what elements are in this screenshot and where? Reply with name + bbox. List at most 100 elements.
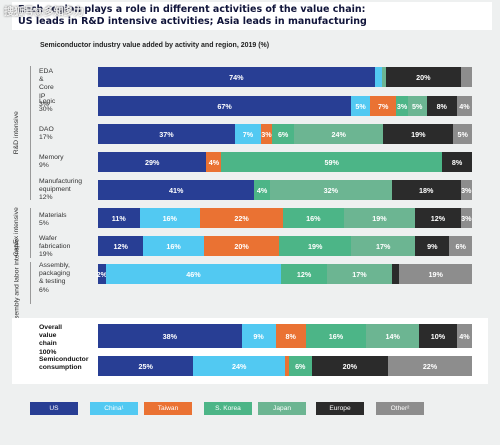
bar-value-label: 18% — [418, 185, 434, 195]
legend-item: Europe — [316, 402, 364, 415]
bar-segment: 41% — [98, 180, 255, 200]
bar-value-label: 3% — [261, 129, 272, 139]
row-label-line: 100% — [39, 348, 57, 356]
bar-segment: 19% — [343, 208, 416, 228]
row-label-line: fabrication — [39, 243, 71, 251]
bar-segment: 24% — [294, 124, 384, 144]
row-label: Logic 30% — [39, 98, 55, 114]
bar-segment: 25% — [98, 356, 194, 376]
group-label-rd: R&D intensive — [2, 64, 32, 202]
row-label-line: 12% — [39, 194, 53, 202]
bar-value-label: 8% — [285, 331, 296, 341]
bar-value-label: 5% — [457, 129, 468, 139]
bar-value-label: 16% — [306, 213, 321, 223]
group-label-rd-text: R&D intensive — [13, 111, 21, 155]
group-line-capex — [30, 208, 31, 258]
row-label-line: packaging — [39, 270, 70, 278]
bar-segment: 20% — [203, 236, 280, 256]
bar-value-label: 12% — [430, 213, 446, 223]
bar-value-label: 2% — [96, 269, 108, 279]
bar-track: 29% 4% 59% 8% — [98, 152, 472, 172]
bar-segment: 16% — [139, 208, 200, 228]
bar-segment — [391, 264, 400, 284]
row-label-line: Materials — [39, 212, 67, 219]
bar-segment: 6% — [288, 356, 312, 376]
row-label-line: 5% — [39, 220, 49, 228]
bar-segment: 18% — [391, 180, 461, 200]
bar-segment: 17% — [326, 264, 392, 284]
bar-value-label: 9% — [253, 331, 264, 341]
bar-segment: 24% — [193, 356, 285, 376]
bar-value-label: 7% — [378, 101, 389, 111]
group-line-assembly — [30, 262, 31, 304]
legend: US China¹ Taiwan S. Korea Japan Europe Other² — [30, 402, 490, 416]
row-label-line: Assembly, — [39, 262, 70, 269]
bar-segment: 59% — [221, 152, 443, 172]
bar-segment: 8% — [426, 96, 457, 116]
bar-segment: 19% — [279, 236, 352, 256]
bar-value-label: 5% — [355, 101, 366, 111]
group-label-assembly: Assembly and labor intensive — [2, 239, 32, 327]
bar-segment: 9% — [415, 236, 450, 256]
group-line-rd — [30, 66, 31, 200]
bar-segment: 10% — [419, 324, 457, 348]
legend-item: Japan — [258, 402, 306, 415]
legend-label: US — [49, 405, 59, 412]
bar-value-label: 24% — [331, 129, 346, 139]
bar-segment: 14% — [366, 324, 420, 348]
bar-segment: 6% — [449, 236, 472, 256]
bar-segment: 12% — [281, 264, 327, 284]
row-label-line: DAO — [39, 126, 54, 133]
bar-track: 41% 4% 32% 18% 3% — [98, 180, 472, 200]
bar-track: 38% 9% 8% 16% 14% 10% 4% — [98, 324, 472, 348]
row-label: DAO 17% — [39, 126, 54, 142]
bar-value-label: 3% — [461, 213, 472, 223]
bar-segment: 22% — [200, 208, 284, 228]
bar-segment: 8% — [275, 324, 306, 348]
watermark: 搜狐号@多知多力 — [4, 7, 84, 18]
bar-segment: 67% — [98, 96, 352, 116]
bar-segment: 17% — [351, 236, 416, 256]
bar-track: 37% 7% 3% 6% 24% 19% 5% — [98, 124, 472, 144]
bar-value-label: 17% — [352, 269, 367, 279]
bar-segment: 29% — [98, 152, 207, 172]
legend-item: China¹ — [90, 402, 138, 415]
bar-value-label: 22% — [422, 361, 438, 371]
row-label-line: Memory — [39, 154, 64, 161]
row-label-line: Semiconductor — [39, 356, 89, 363]
bar-value-label: 20% — [234, 241, 249, 251]
legend-label: China¹ — [104, 405, 124, 412]
bar-segment: 20% — [311, 356, 389, 376]
row-label-line: 9% — [39, 162, 49, 170]
bar-segment: 16% — [143, 236, 204, 256]
row-label: Manufacturing equipment 12% — [39, 178, 82, 203]
bar-value-label: 19% — [308, 241, 323, 251]
row-label-line: Wafer — [39, 235, 57, 242]
bar-value-label: 25% — [138, 361, 153, 371]
bar-segment: 19% — [399, 264, 472, 284]
legend-item: US — [30, 402, 78, 415]
bar-value-label: 16% — [328, 331, 344, 341]
bar-segment: 3% — [460, 208, 472, 228]
bar-track: 74% 20% — [98, 67, 472, 87]
legend-label: Other² — [390, 405, 410, 412]
bar-value-label: 74% — [229, 72, 244, 82]
headline-line-2: US leads in R&D intensive activities; As… — [18, 16, 367, 27]
bar-segment — [374, 67, 383, 87]
bar-segment — [285, 356, 289, 376]
row-label: Overall value chain 100% — [39, 324, 62, 357]
bar-value-label: 20% — [416, 72, 431, 82]
row-label-line: Manufacturing — [39, 178, 83, 185]
bar-segment: 8% — [442, 152, 472, 172]
bar-value-label: 16% — [166, 241, 181, 251]
bar-segment: 32% — [269, 180, 392, 200]
bar-segment: 22% — [388, 356, 472, 376]
legend-label: S. Korea — [215, 405, 241, 412]
bar-track: 2% 46% 12% 17% 19% — [96, 264, 472, 284]
bar-value-label: 4% — [256, 185, 268, 195]
chart-subtitle: Semiconductor industry value added by ac… — [40, 42, 270, 49]
row-label-line: Core IP — [39, 84, 54, 100]
bar-segment: 5% — [453, 124, 472, 144]
bar-value-label: 24% — [232, 361, 247, 371]
